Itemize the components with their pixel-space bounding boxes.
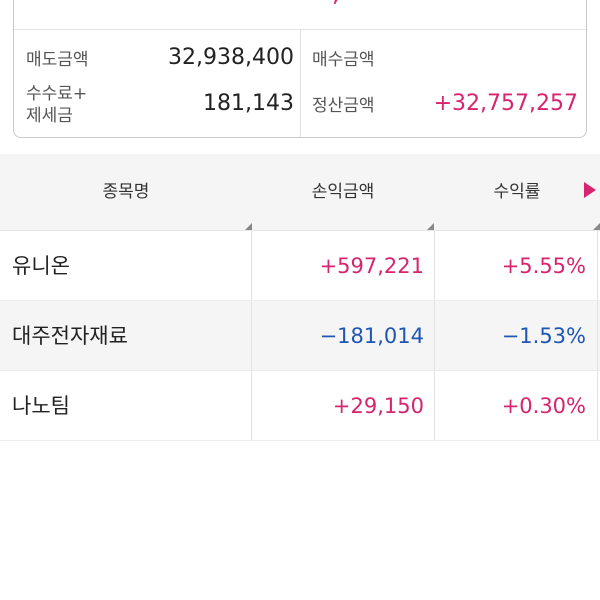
table-header: 종목명 손익금액 수익률 — [0, 154, 600, 231]
sell-amount-value: 32,938,400 — [168, 45, 294, 70]
column-resize-corner-icon — [427, 223, 434, 230]
column-divider — [597, 371, 598, 440]
buy-amount-label: 매수금액 — [312, 50, 375, 70]
column-header-stock-name[interactable]: 종목명 — [102, 182, 150, 202]
return-rate: +0.30% — [501, 394, 586, 418]
column-divider — [597, 231, 598, 300]
stock-name: 나노팀 — [12, 394, 70, 418]
sell-amount-label: 매도금액 — [26, 50, 89, 70]
scroll-right-arrow-icon[interactable] — [584, 182, 596, 198]
stock-name: 유니온 — [12, 254, 70, 278]
settlement-summary-card: , — 매도금액 32,938,400 수수료+ 제세금 181,143 매수금… — [13, 0, 587, 138]
column-divider — [434, 301, 435, 370]
stock-name: 대주전자재료 — [12, 324, 128, 348]
column-resize-corner-icon — [245, 223, 252, 230]
column-resize-corner-icon — [593, 223, 600, 230]
pnl-amount: −181,014 — [319, 324, 424, 348]
table-row[interactable]: 대주전자재료 −181,014 −1.53% — [0, 301, 600, 371]
column-header-pnl-amount[interactable]: 손익금액 — [311, 182, 375, 202]
column-divider — [251, 301, 252, 370]
column-divider — [434, 371, 435, 440]
pnl-amount: +29,150 — [332, 394, 424, 418]
return-rate: −1.53% — [501, 324, 586, 348]
fee-tax-value: 181,143 — [203, 91, 294, 116]
settlement-amount-value: +32,757,257 — [433, 91, 578, 116]
settlement-amount-label: 정산금액 — [312, 96, 375, 116]
return-rate: +5.55% — [501, 254, 586, 278]
column-header-return-rate[interactable]: 수익률 — [493, 182, 541, 202]
fee-tax-label-line2: 제세금 — [26, 106, 73, 126]
summary-column-divider — [300, 29, 301, 137]
column-divider — [251, 231, 252, 300]
table-row[interactable]: 나노팀 +29,150 +0.30% — [0, 371, 600, 441]
column-divider — [251, 371, 252, 440]
partially-hidden-value: , — — [332, 0, 371, 7]
pnl-amount: +597,221 — [319, 254, 424, 278]
column-divider — [597, 301, 598, 370]
column-divider — [434, 231, 435, 300]
holdings-pnl-table: 종목명 손익금액 수익률 유니온 +597,221 +5.55% 대주전자재료 … — [0, 154, 600, 441]
table-row[interactable]: 유니온 +597,221 +5.55% — [0, 231, 600, 301]
fee-tax-label-line1: 수수료+ — [26, 84, 88, 104]
